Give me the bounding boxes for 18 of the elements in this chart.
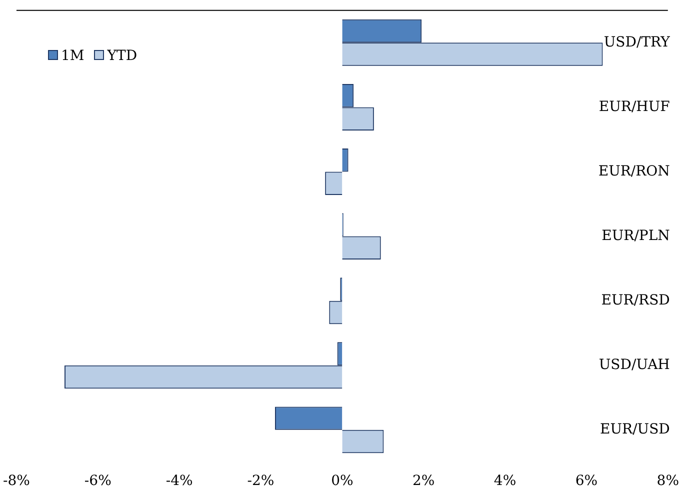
y-tick-label: EUR/RON [598,163,670,180]
x-tick-label: 2% [412,473,435,490]
y-tick-label: EUR/PLN [602,228,670,244]
legend-label: YTD [106,48,138,64]
legend-label: 1M [60,48,84,64]
x-tick-label: -4% [166,473,193,490]
y-tick-label: USD/UAH [598,357,670,374]
x-tick-label: 6% [575,473,598,490]
x-tick-label: 4% [494,473,516,490]
y-tick-label: EUR/USD [600,422,670,438]
x-tick-label: 0% [331,473,354,490]
y-tick-label: USD/TRY [604,34,671,50]
x-tick-label: -8% [2,473,30,490]
x-tick-label: -2% [247,473,274,490]
y-tick-label: EUR/HUF [598,98,670,115]
x-tick-label: -6% [84,473,112,490]
y-tick-label: EUR/RSD [601,292,670,308]
x-tick-label: 8% [656,473,680,490]
